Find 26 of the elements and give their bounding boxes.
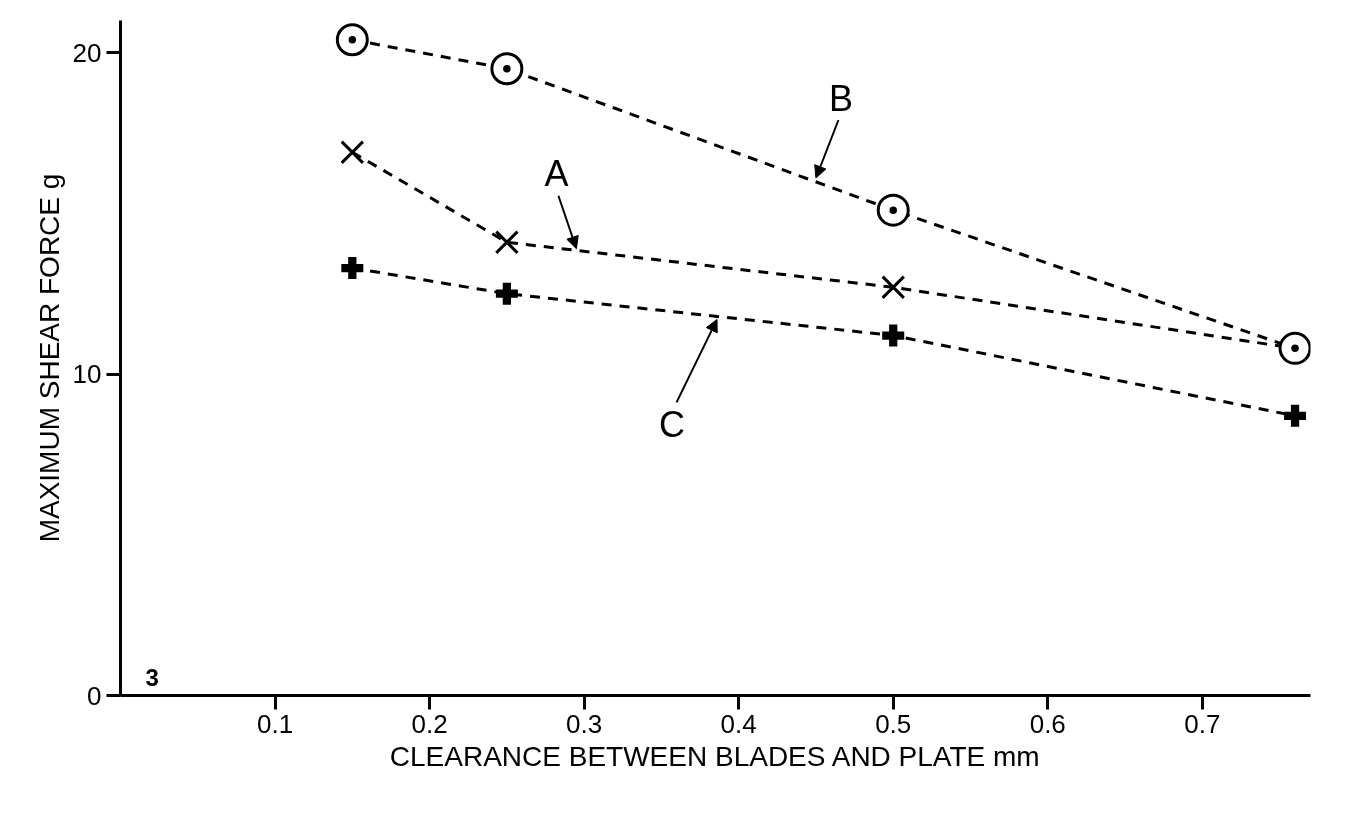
point	[495, 282, 518, 305]
x-tick-label: 0.5	[875, 708, 912, 739]
point	[335, 23, 369, 57]
y-axis-title: MAXIMUM SHEAR FORCE g	[33, 173, 65, 543]
y-tick-label: 0	[87, 680, 102, 711]
x-tick-label: 0.1	[256, 708, 294, 739]
annotation: A	[544, 153, 569, 195]
y-tick-label: 20	[72, 37, 102, 68]
x-tick-label: 0.3	[566, 708, 603, 739]
point	[882, 324, 905, 347]
point	[494, 230, 519, 255]
x-tick-label: 0.7	[1184, 708, 1221, 739]
point	[881, 275, 906, 300]
x-axis-title: CLEARANCE BETWEEN BLADES AND PLATE mm	[389, 740, 1040, 772]
point	[876, 193, 910, 227]
x-tick-label: 0.2	[411, 708, 448, 739]
x-tick-label: 0.4	[720, 708, 757, 739]
annotation: B	[828, 77, 853, 119]
point	[340, 140, 365, 165]
annotation: 3	[145, 663, 159, 691]
annotation: C	[659, 403, 686, 445]
point	[1284, 404, 1307, 427]
point	[490, 52, 524, 86]
x-tick-label: 0.6	[1029, 708, 1066, 739]
y-tick-label: 10	[72, 359, 102, 390]
point	[341, 257, 364, 279]
